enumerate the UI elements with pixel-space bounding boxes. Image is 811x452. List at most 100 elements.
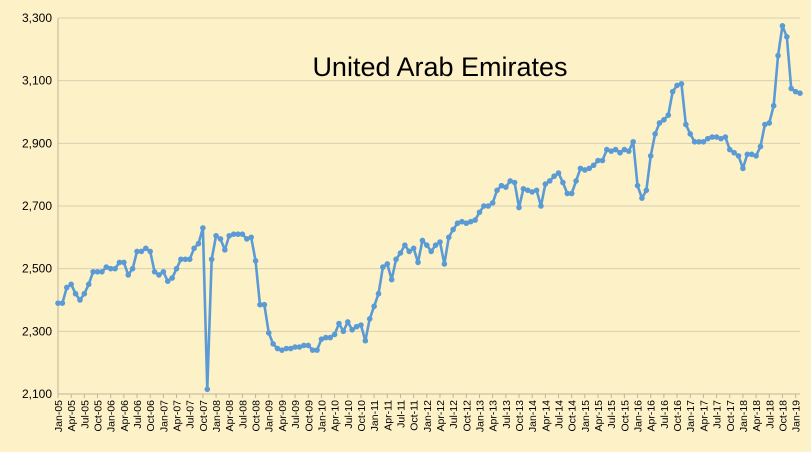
data-point	[582, 167, 588, 173]
data-point	[665, 112, 672, 118]
x-tick-label: Jan-08	[211, 400, 223, 432]
data-point	[402, 242, 408, 248]
data-point	[380, 264, 386, 270]
x-tick-label: Jan-06	[106, 400, 118, 432]
data-point	[463, 220, 470, 227]
data-point	[560, 179, 566, 186]
x-tick-label: Jul-09	[290, 400, 302, 429]
data-point	[186, 256, 193, 263]
data-point	[213, 232, 219, 239]
data-point	[467, 218, 474, 225]
data-point	[555, 170, 562, 176]
data-point	[279, 347, 285, 353]
data-point	[195, 240, 202, 247]
data-point	[366, 316, 373, 322]
x-tick-label: Oct-08	[251, 400, 263, 432]
data-point	[551, 173, 557, 180]
data-point	[779, 23, 786, 29]
data-point	[656, 120, 663, 126]
data-point	[661, 117, 667, 123]
x-tick-label: Jul-15	[606, 400, 618, 429]
data-point	[621, 146, 628, 153]
data-point	[178, 256, 184, 263]
x-tick-label: Oct-05	[93, 400, 105, 432]
data-point	[239, 231, 246, 237]
data-point	[63, 284, 70, 291]
data-point	[731, 149, 737, 156]
data-point	[353, 323, 360, 330]
data-point	[287, 345, 294, 352]
data-point	[257, 301, 263, 308]
data-point	[639, 195, 645, 201]
data-point	[511, 179, 518, 186]
data-point	[112, 265, 118, 272]
data-point	[121, 259, 127, 266]
data-point	[222, 247, 228, 253]
x-tick-label: Oct-06	[145, 400, 157, 432]
data-point	[595, 157, 601, 164]
y-tick-label: 2,100	[22, 387, 52, 401]
data-point	[617, 149, 623, 156]
data-point	[568, 190, 575, 197]
data-point	[630, 138, 636, 145]
data-point	[129, 265, 136, 272]
data-point	[432, 242, 439, 248]
data-point	[151, 269, 158, 275]
series-points	[55, 23, 803, 393]
data-point	[507, 178, 514, 184]
data-point	[160, 269, 167, 275]
data-point	[604, 146, 610, 153]
x-tick-label: Apr-17	[698, 400, 710, 432]
data-point	[156, 272, 162, 278]
data-point	[99, 269, 105, 275]
data-point	[309, 347, 316, 353]
data-point	[384, 261, 391, 267]
data-point	[542, 181, 549, 187]
data-point	[388, 276, 395, 283]
x-tick-label: Oct-15	[619, 400, 631, 432]
x-tick-label: Oct-14	[567, 400, 579, 432]
data-point	[200, 225, 206, 231]
data-point	[494, 187, 500, 194]
data-point	[169, 275, 175, 281]
y-tick-label: 3,100	[22, 74, 52, 88]
y-tick-label: 3,300	[22, 11, 52, 25]
x-axis-ticks: Jan-05 Apr-05 Jul-05 Oct-05 Jan-06 Apr-06 Jul-…	[53, 394, 803, 432]
data-point	[274, 345, 281, 352]
x-tick-label: Jul-11	[395, 400, 407, 428]
data-point	[164, 278, 171, 285]
x-tick-label: Apr-12	[435, 400, 447, 432]
data-point	[327, 334, 334, 341]
data-point	[85, 281, 92, 288]
data-point	[503, 184, 509, 190]
data-point	[375, 290, 382, 297]
data-point	[410, 245, 417, 252]
data-point	[331, 331, 338, 338]
data-point	[454, 220, 461, 227]
data-point	[757, 143, 764, 150]
data-point	[612, 146, 619, 153]
data-point	[72, 290, 79, 297]
data-point	[498, 182, 505, 189]
data-point	[709, 134, 715, 140]
data-point	[59, 300, 66, 306]
x-tick-label: Jan-12	[422, 400, 434, 432]
x-tick-label: Apr-07	[172, 400, 184, 432]
data-point	[318, 336, 325, 342]
data-point	[485, 203, 492, 209]
data-point	[669, 88, 676, 95]
data-point	[687, 131, 694, 137]
data-point	[265, 330, 272, 336]
data-point	[138, 248, 145, 255]
x-tick-label: Apr-18	[751, 400, 763, 432]
data-point	[678, 81, 685, 87]
x-tick-label: Jan-11	[369, 400, 381, 431]
data-point	[243, 236, 250, 242]
data-point	[792, 88, 799, 95]
x-tick-label: Jul-18	[764, 400, 776, 429]
data-point	[472, 217, 478, 223]
data-point	[340, 328, 347, 335]
data-point	[700, 138, 707, 145]
data-point	[371, 303, 377, 310]
